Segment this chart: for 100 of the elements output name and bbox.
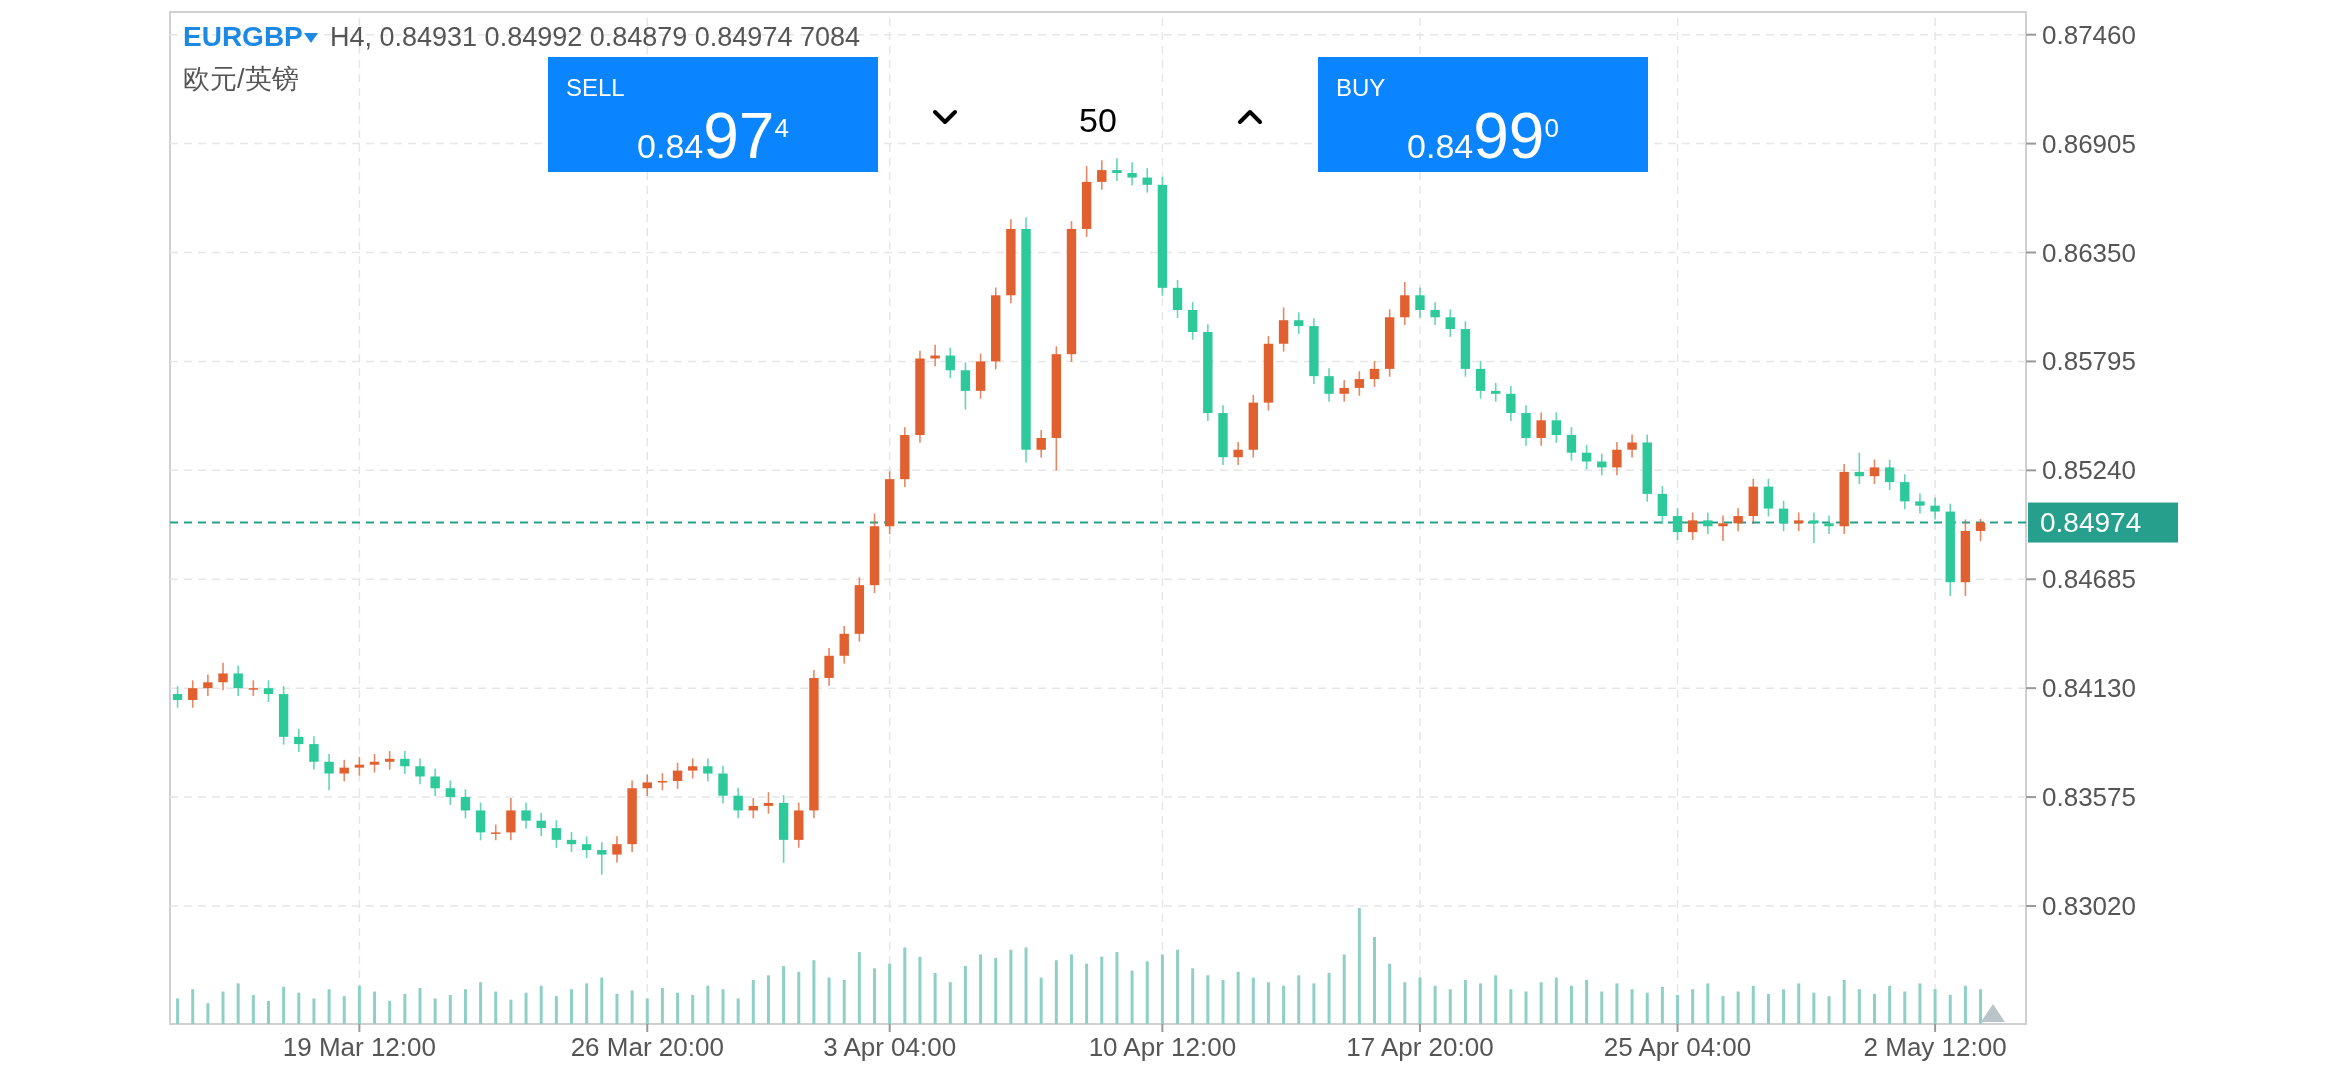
bar: [1918, 983, 1922, 1024]
candlestick: [1612, 441, 1622, 477]
candlestick: [1491, 382, 1501, 403]
bar: [1418, 977, 1422, 1024]
candlestick: [400, 750, 410, 775]
candlestick: [491, 823, 501, 842]
candlestick: [1884, 458, 1895, 491]
bar: [691, 995, 695, 1024]
bar: [1327, 972, 1331, 1024]
candlestick: [839, 625, 849, 665]
bar: [403, 993, 407, 1024]
bar: [766, 975, 770, 1024]
bar: [479, 982, 483, 1024]
candlestick: [945, 346, 955, 379]
bar: [509, 999, 513, 1024]
bar: [251, 995, 255, 1024]
bar: [1615, 983, 1619, 1024]
candlestick: [1188, 301, 1198, 341]
candlestick: [1430, 301, 1440, 326]
bar: [1373, 937, 1377, 1024]
bar: [1388, 963, 1392, 1024]
bar: [463, 989, 467, 1024]
x-tick-label: 19 Mar 12:00: [282, 1032, 436, 1062]
candlestick: [536, 811, 546, 837]
x-tick-label: 17 Apr 20:00: [1346, 1032, 1494, 1062]
candlestick: [1506, 385, 1516, 422]
bar: [1585, 979, 1589, 1024]
bar: [797, 971, 801, 1024]
bar: [1160, 954, 1164, 1024]
bar: [1963, 985, 1967, 1024]
bar: [1797, 983, 1801, 1024]
candlestick: [339, 759, 349, 783]
bar: [857, 952, 861, 1024]
candlestick: [460, 788, 471, 820]
bar: [206, 1003, 210, 1024]
y-tick-label: 0.86905: [2042, 128, 2136, 159]
candlestick: [1339, 379, 1349, 403]
y-tick-label: 0.84685: [2042, 564, 2136, 595]
candlestick: [294, 728, 304, 753]
bar: [312, 998, 316, 1024]
bar: [1312, 983, 1316, 1024]
bar: [342, 996, 346, 1024]
candlestick: [1036, 429, 1046, 459]
bar: [782, 966, 786, 1024]
candlestick: [1127, 161, 1137, 187]
bar: [1039, 977, 1043, 1024]
candlestick: [1930, 497, 1940, 521]
candlestick: [384, 750, 395, 771]
bar: [1403, 982, 1407, 1024]
bar: [630, 990, 634, 1024]
bar: [297, 992, 301, 1024]
bar: [1600, 991, 1604, 1024]
candlestick: [718, 764, 728, 805]
candlestick: [1551, 411, 1562, 444]
bar: [1524, 991, 1528, 1024]
text: 欧元/英镑: [183, 64, 299, 94]
candlestick: [263, 679, 274, 703]
bar: [539, 985, 543, 1024]
bar: [191, 989, 195, 1024]
bar: [1903, 991, 1907, 1024]
bar: [1282, 985, 1286, 1024]
candlestick: [1278, 306, 1289, 353]
candlestick: [1112, 157, 1122, 182]
candlestick: [218, 661, 228, 691]
bar: [176, 998, 180, 1024]
candlestick: [1809, 511, 1819, 544]
candlestick: [1233, 441, 1243, 466]
candlestick: [475, 801, 486, 842]
candlestick: [1566, 426, 1577, 462]
bar: [1751, 985, 1755, 1024]
ref-line-label: 0.84974: [2040, 507, 2142, 539]
candlestick: [521, 801, 531, 830]
candlestick: [688, 757, 698, 780]
bar: [1494, 975, 1498, 1024]
bar: [948, 982, 952, 1024]
candlestick: [430, 767, 440, 797]
bar: [266, 1000, 270, 1024]
candlestick: [1581, 444, 1592, 471]
bar: [1554, 977, 1558, 1024]
candlestick: [1733, 507, 1743, 532]
candlestick: [445, 779, 455, 806]
candlestick: [1142, 167, 1152, 194]
bar: [1660, 986, 1664, 1024]
candlestick: [1915, 492, 1925, 515]
candlestick: [1900, 473, 1910, 510]
bar: [994, 957, 998, 1024]
bar: [373, 991, 377, 1024]
bar: [1266, 982, 1270, 1024]
bar: [645, 998, 649, 1024]
bar: [1842, 979, 1846, 1024]
bar: [1888, 985, 1892, 1024]
bar: [842, 979, 846, 1024]
bar: [1706, 983, 1710, 1024]
candlestick: [1687, 511, 1698, 541]
bar: [327, 989, 331, 1024]
x-tick-label: 26 Mar 20:00: [570, 1032, 724, 1062]
bar: [236, 983, 240, 1024]
candlestick: [324, 753, 334, 792]
candlestick: [233, 664, 243, 697]
bar: [1766, 993, 1770, 1024]
